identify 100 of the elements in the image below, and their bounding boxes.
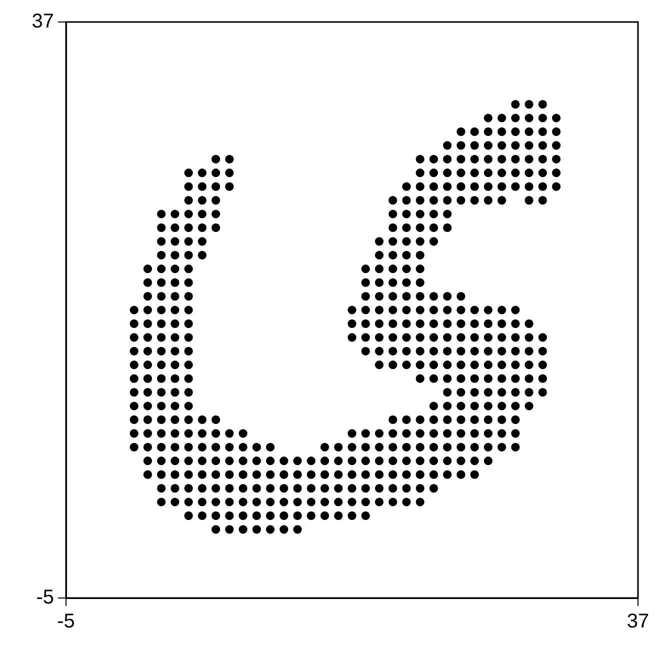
- point: [402, 442, 411, 452]
- point: [538, 154, 547, 164]
- point: [143, 470, 152, 479]
- point: [225, 182, 234, 191]
- point: [320, 484, 330, 493]
- point: [429, 292, 438, 301]
- point: [416, 346, 424, 356]
- point: [170, 429, 180, 438]
- point: [374, 429, 384, 438]
- point: [212, 442, 220, 452]
- point: [388, 292, 398, 301]
- point: [348, 442, 356, 452]
- point: [470, 306, 479, 314]
- point: [524, 100, 534, 109]
- point: [402, 196, 411, 205]
- point: [306, 484, 316, 493]
- point: [184, 484, 193, 493]
- point: [511, 100, 520, 109]
- point: [157, 292, 166, 301]
- point: [470, 360, 479, 370]
- point: [184, 264, 193, 274]
- point: [402, 319, 411, 328]
- point: [538, 360, 547, 370]
- point: [524, 182, 534, 191]
- point: [157, 442, 166, 452]
- point: [456, 292, 466, 301]
- point: [130, 333, 138, 342]
- point: [456, 306, 466, 314]
- point: [157, 429, 166, 438]
- point: [429, 429, 438, 438]
- point: [511, 306, 520, 314]
- point: [184, 292, 193, 301]
- point: [498, 333, 506, 342]
- point: [402, 182, 411, 191]
- point: [361, 292, 370, 301]
- point: [184, 388, 193, 397]
- point: [524, 388, 534, 397]
- point: [170, 346, 180, 356]
- point: [470, 182, 479, 191]
- point: [157, 210, 166, 218]
- point: [361, 456, 370, 466]
- point: [484, 319, 492, 328]
- point: [238, 484, 248, 493]
- point: [416, 484, 424, 493]
- point: [334, 498, 343, 506]
- point: [361, 511, 370, 520]
- point: [456, 374, 466, 383]
- point: [130, 306, 138, 314]
- point: [184, 511, 193, 520]
- point: [198, 511, 206, 520]
- point: [498, 442, 506, 452]
- point: [157, 484, 166, 493]
- point: [293, 498, 302, 506]
- point: [212, 223, 220, 232]
- point: [184, 442, 193, 452]
- point: [143, 292, 152, 301]
- point: [143, 346, 152, 356]
- point: [484, 196, 492, 205]
- point: [374, 264, 384, 274]
- point: [170, 456, 180, 466]
- point: [484, 374, 492, 383]
- point: [456, 360, 466, 370]
- point: [443, 429, 452, 438]
- point: [157, 319, 166, 328]
- point: [552, 182, 561, 191]
- point: [511, 402, 520, 410]
- point: [524, 333, 534, 342]
- point: [498, 182, 506, 191]
- point: [266, 525, 275, 534]
- point: [429, 210, 438, 218]
- point: [280, 511, 288, 520]
- point: [238, 456, 248, 466]
- point: [252, 511, 261, 520]
- point: [212, 525, 220, 534]
- point: [388, 333, 398, 342]
- point: [374, 456, 384, 466]
- point: [388, 346, 398, 356]
- point: [429, 415, 438, 424]
- point: [552, 168, 561, 178]
- point: [498, 196, 506, 205]
- point: [456, 319, 466, 328]
- point: [212, 210, 220, 218]
- point: [552, 127, 561, 136]
- point: [184, 402, 193, 410]
- point: [184, 223, 193, 232]
- point: [538, 182, 547, 191]
- point: [470, 388, 479, 397]
- point: [198, 415, 206, 424]
- point: [212, 168, 220, 178]
- point: [170, 292, 180, 301]
- point: [416, 196, 424, 205]
- point: [266, 470, 275, 479]
- point: [416, 319, 424, 328]
- point: [456, 470, 466, 479]
- point: [498, 360, 506, 370]
- point: [456, 127, 466, 136]
- point: [429, 306, 438, 314]
- point: [429, 333, 438, 342]
- point: [374, 306, 384, 314]
- point: [484, 402, 492, 410]
